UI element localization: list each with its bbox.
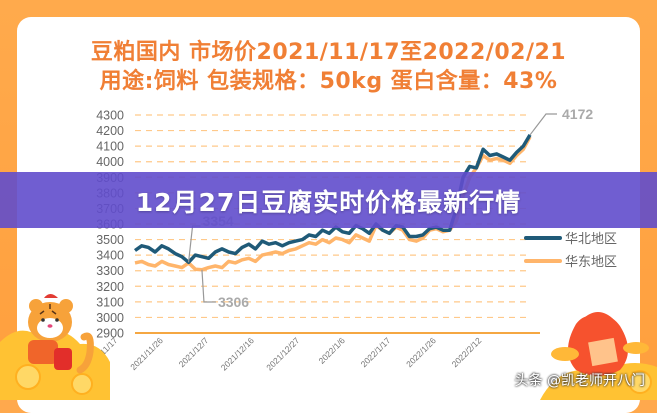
x-tick-label: 2021/12/7 <box>177 335 211 369</box>
y-tick-label: 4200 <box>96 124 124 138</box>
y-tick-label: 4000 <box>96 155 124 169</box>
x-tick-label: 2021/12/27 <box>264 335 301 372</box>
y-tick-label: 3500 <box>96 233 124 247</box>
x-tick-label: 2021/11/26 <box>128 335 165 372</box>
y-tick-label: 4300 <box>96 109 124 123</box>
y-tick-label: 4100 <box>96 140 124 154</box>
x-tick-label: 2022/1/26 <box>404 335 438 369</box>
grid-lines <box>135 114 540 334</box>
x-tick-label: 2022/1/6 <box>316 335 347 366</box>
annotation-label: 3306 <box>218 294 249 310</box>
chart-title: 豆粕国内 市场价2021/11/17至2022/02/21 <box>90 40 567 65</box>
lucky-bag-icon <box>540 312 657 400</box>
tiger-mascot-icon <box>0 294 110 400</box>
y-tick-label: 3100 <box>96 295 124 309</box>
source-watermark: 头条 @凯老师开八门 <box>514 373 645 389</box>
headline-title: 12月27日豆腐实时价格最新行情 <box>135 188 522 217</box>
annotation-label: 4172 <box>562 106 593 122</box>
y-tick-label: 3400 <box>96 249 124 263</box>
x-tick-label: 2022/1/17 <box>359 335 393 369</box>
y-tick-label: 3200 <box>96 280 124 294</box>
legend-label: 华北地区 <box>565 232 617 247</box>
headline-banner <box>0 172 657 228</box>
legend-label: 华东地区 <box>565 255 617 270</box>
y-tick-label: 3000 <box>96 311 124 325</box>
y-tick-label: 3300 <box>96 264 124 278</box>
y-tick-label: 2900 <box>96 327 124 341</box>
x-tick-label: 2021/12/16 <box>219 335 256 372</box>
x-axis-ticks: 2021/11/172021/11/262021/12/72021/12/162… <box>83 335 484 372</box>
chart-subtitle: 用途:饲料 包装规格：50kg 蛋白含量：43% <box>99 69 558 94</box>
x-tick-label: 2022/2/12 <box>450 335 484 369</box>
